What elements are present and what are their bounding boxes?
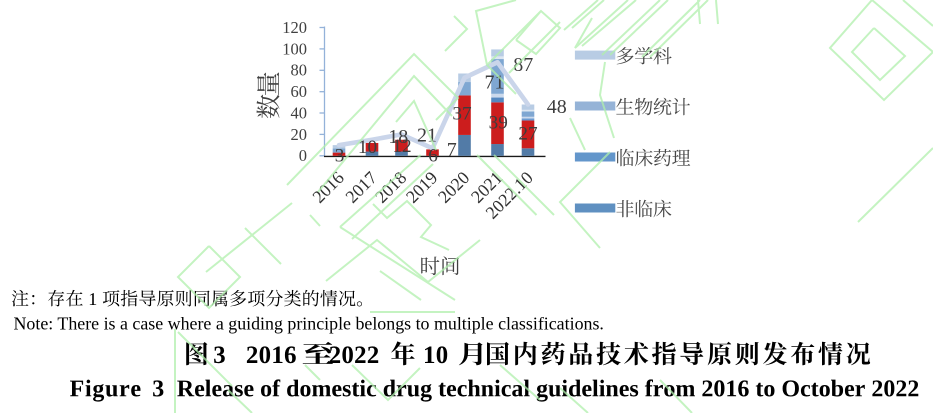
svg-text:120: 120: [282, 18, 307, 37]
svg-text:27: 27: [518, 124, 538, 145]
svg-text:7: 7: [447, 139, 457, 161]
svg-text:60: 60: [291, 82, 308, 101]
svg-text:80: 80: [291, 61, 308, 80]
svg-text:87: 87: [513, 54, 533, 76]
svg-text:0: 0: [299, 146, 307, 165]
svg-text:3: 3: [335, 146, 345, 167]
svg-text:Note: There is a case where a: Note: There is a case where a guiding pr…: [14, 313, 604, 333]
svg-text:20: 20: [291, 125, 308, 144]
svg-text:6: 6: [428, 146, 438, 167]
svg-text:18: 18: [388, 126, 408, 148]
svg-text:100: 100: [282, 39, 307, 58]
svg-text:10: 10: [358, 137, 377, 158]
svg-text:39: 39: [489, 113, 508, 134]
svg-text:37: 37: [452, 104, 472, 125]
svg-text:12: 12: [392, 136, 411, 157]
svg-text:71: 71: [485, 72, 505, 94]
svg-text:48: 48: [547, 96, 567, 118]
svg-text:40: 40: [291, 103, 308, 122]
